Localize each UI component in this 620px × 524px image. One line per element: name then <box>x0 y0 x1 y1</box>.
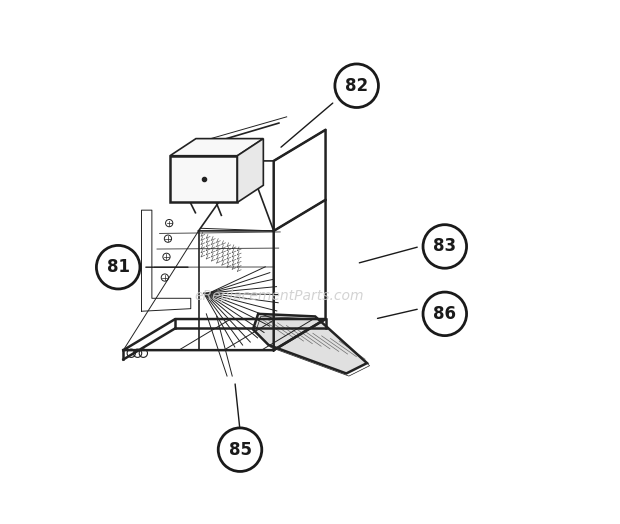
Circle shape <box>423 225 467 268</box>
Text: eReplacementParts.com: eReplacementParts.com <box>194 289 364 303</box>
Circle shape <box>218 428 262 472</box>
Text: 82: 82 <box>345 77 368 95</box>
Text: 86: 86 <box>433 305 456 323</box>
Text: 81: 81 <box>107 258 130 276</box>
Polygon shape <box>237 139 264 202</box>
Polygon shape <box>253 314 367 374</box>
Text: 85: 85 <box>229 441 252 458</box>
Circle shape <box>335 64 378 107</box>
Circle shape <box>96 245 140 289</box>
Circle shape <box>423 292 467 335</box>
Polygon shape <box>170 139 264 156</box>
FancyBboxPatch shape <box>170 156 237 202</box>
Text: 83: 83 <box>433 237 456 255</box>
